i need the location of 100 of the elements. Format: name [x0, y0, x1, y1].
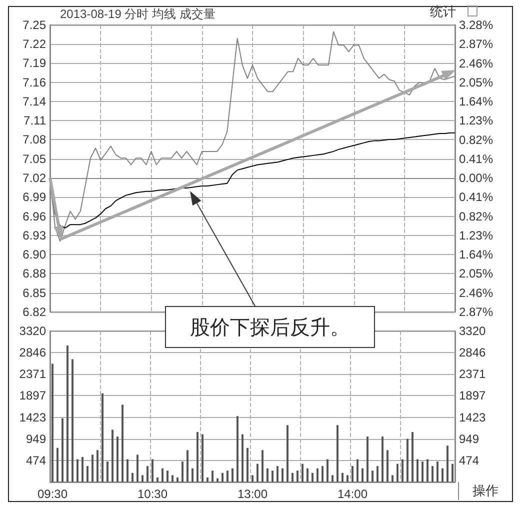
bar	[412, 432, 414, 482]
y2-tick-label: 3320	[459, 324, 486, 338]
y2-tick-label: 1.64%	[459, 94, 494, 109]
y-tick-label: 7.19	[22, 56, 46, 70]
bar	[396, 464, 398, 482]
bar	[56, 448, 58, 482]
bar	[222, 472, 224, 482]
y2-tick-label: 949	[459, 432, 480, 446]
bar	[142, 475, 144, 482]
bar	[96, 450, 98, 482]
y2-tick-label: 2.87%	[459, 37, 494, 52]
y-tick-label: 7.14	[22, 94, 46, 109]
y-tick-label: 6.85	[22, 286, 46, 300]
bar	[332, 475, 334, 482]
y2-tick-label: 2.05%	[459, 75, 494, 90]
bar	[206, 477, 208, 482]
text: 操作	[458, 482, 512, 500]
bar	[136, 454, 138, 482]
bar	[166, 470, 168, 482]
y-tick-label: 3320	[19, 324, 46, 338]
y-tick-label: 6.88	[22, 266, 46, 281]
bar	[186, 450, 188, 482]
bar	[172, 475, 174, 482]
bar	[322, 466, 324, 482]
x-tick-label: 09:30	[37, 487, 68, 501]
bar	[392, 475, 394, 482]
bar	[452, 464, 454, 482]
bar	[196, 432, 198, 482]
y2-tick-label: 1.23%	[459, 228, 494, 242]
text: 统计	[430, 3, 456, 21]
bar	[366, 436, 368, 482]
bar	[106, 462, 108, 482]
y-tick-label: 7.11	[24, 114, 46, 128]
y-tick-label: 474	[26, 453, 46, 468]
bar	[446, 446, 448, 482]
bar	[112, 430, 114, 482]
bar	[122, 404, 124, 482]
y-tick-label: 7.25	[22, 18, 46, 32]
bar	[336, 425, 338, 482]
y-tick-label: 949	[26, 432, 46, 446]
bar	[202, 434, 204, 482]
bar	[176, 477, 178, 482]
y-tick-label: 1897	[19, 388, 46, 403]
y2-tick-label: 2846	[459, 346, 486, 360]
bar	[242, 434, 244, 482]
bar	[126, 459, 128, 482]
bar	[262, 450, 264, 482]
bar	[286, 425, 288, 482]
bar	[316, 468, 318, 482]
bar	[276, 466, 278, 482]
bar	[132, 472, 134, 482]
y2-tick-label: 474	[459, 453, 480, 468]
y-tick-label: 2846	[19, 346, 46, 360]
y-tick-label: 1423	[19, 410, 46, 424]
y2-tick-label: 0.41%	[459, 152, 494, 166]
bar	[416, 459, 418, 482]
bar	[306, 468, 308, 482]
bar	[352, 466, 354, 482]
bar	[356, 459, 358, 482]
y-tick-label: 7.16	[22, 75, 46, 90]
bar	[246, 448, 248, 482]
bar	[372, 470, 374, 482]
x-tick-label: 10:30	[137, 487, 168, 501]
bar	[422, 462, 424, 482]
bar	[426, 459, 428, 482]
bar	[292, 472, 294, 482]
x-tick-label: 14:00	[337, 487, 368, 501]
bar	[266, 468, 268, 482]
bar	[272, 470, 274, 482]
y-tick-label: 6.93	[22, 228, 46, 242]
bar	[296, 470, 298, 482]
bar	[116, 436, 118, 482]
bar	[312, 472, 314, 482]
y-tick-label: 6.90	[22, 248, 46, 262]
bar	[406, 438, 408, 482]
bar	[182, 462, 184, 482]
bar	[62, 418, 64, 482]
y2-tick-label: 3.28%	[459, 18, 494, 32]
y-tick-label: 7.02	[22, 171, 46, 186]
bar	[76, 459, 78, 482]
chart-title: 2013-08-19 分时 均线 成交量	[60, 7, 216, 21]
bar	[146, 466, 148, 482]
bar	[102, 393, 104, 482]
bar	[252, 475, 254, 482]
y2-tick-label: 0.82%	[459, 209, 494, 224]
bar	[92, 454, 94, 482]
y-tick-label: 7.05	[22, 152, 46, 166]
bar	[82, 456, 84, 482]
bar	[386, 450, 388, 482]
bar	[52, 364, 54, 482]
bar	[226, 470, 228, 482]
y2-tick-label: 2.46%	[459, 286, 494, 300]
y2-tick-label: 0.41%	[459, 190, 494, 204]
y2-tick-label: 1.64%	[459, 248, 494, 262]
y2-tick-label: 0.00%	[459, 171, 494, 186]
bar	[362, 468, 364, 482]
y2-tick-label: 0.82%	[459, 132, 494, 147]
x-tick-label: 13:00	[237, 487, 268, 501]
y-tick-label: 2371	[19, 367, 46, 382]
bar	[342, 472, 344, 482]
